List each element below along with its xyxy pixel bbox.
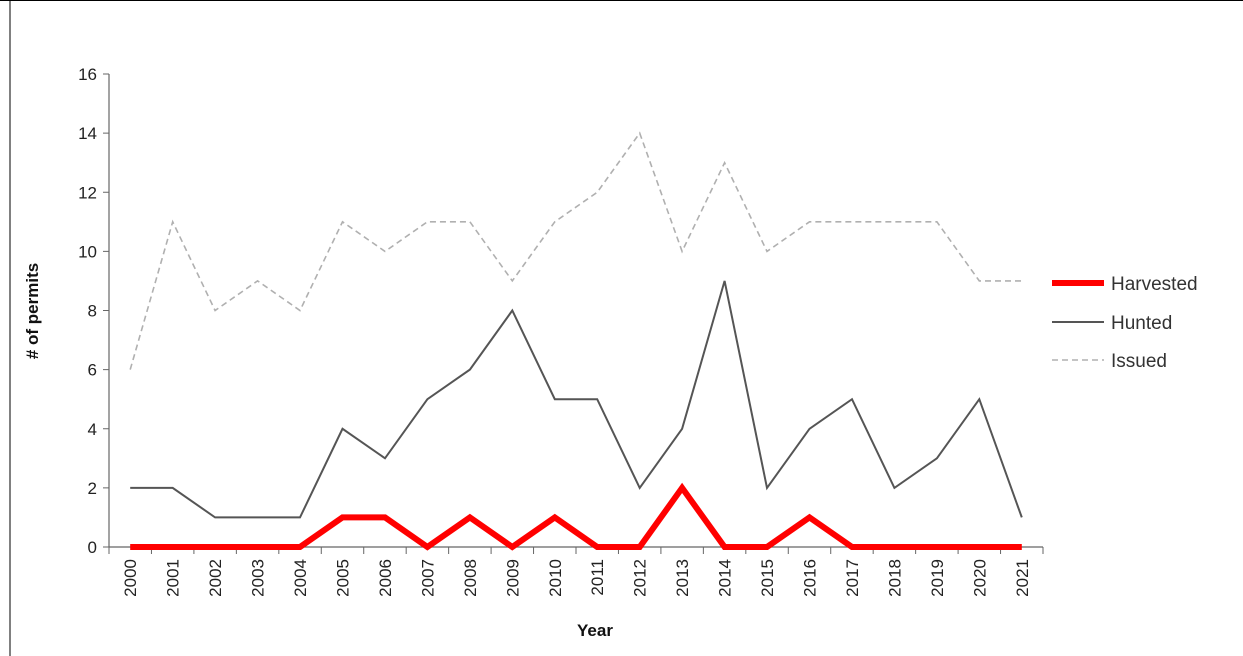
y-tick-label: 6 (88, 361, 97, 380)
x-tick-label: 2018 (885, 559, 904, 597)
x-tick-label: 2015 (758, 559, 777, 597)
series-line-harvested (130, 482, 1022, 551)
legend: Harvested Hunted Issued (1052, 274, 1198, 372)
x-tick-label: 2016 (801, 559, 820, 597)
x-tick-label: 2019 (928, 559, 947, 597)
legend-label-hunted: Hunted (1111, 313, 1172, 334)
x-tick-label: 2004 (291, 559, 310, 597)
legend-label-harvested: Harvested (1111, 274, 1198, 295)
y-tick-label: 2 (88, 479, 97, 498)
series-line-issued (129, 131, 1022, 370)
x-tick-label: 2021 (1013, 559, 1032, 597)
x-tick-label: 2002 (206, 559, 225, 597)
x-tick-label: 2003 (249, 559, 268, 597)
x-tick-label: 2007 (418, 559, 437, 597)
y-tick-label: 10 (78, 242, 97, 261)
x-tick-label: 2013 (673, 559, 692, 597)
x-tick-label: 2010 (546, 559, 565, 597)
y-tick-label: 4 (88, 420, 97, 439)
x-tick-label: 2011 (588, 559, 607, 596)
y-tick-label: 8 (88, 302, 97, 321)
legend-label-issued: Issued (1111, 351, 1167, 372)
y-tick-label: 0 (88, 538, 97, 557)
x-tick-label: 2020 (970, 559, 989, 597)
x-tick-label: 2006 (376, 559, 395, 597)
y-tick-label: 14 (78, 124, 97, 143)
x-tick-label: 2014 (716, 559, 735, 597)
x-axis-title: Year (577, 621, 613, 640)
x-tick-label: 2012 (631, 559, 650, 597)
y-tick-label: 16 (78, 65, 97, 84)
y-tick-label: 12 (78, 183, 97, 202)
x-tick-label: 2005 (334, 559, 353, 597)
x-tick-label: 2017 (843, 559, 862, 597)
series-line-hunted (130, 280, 1023, 519)
y-axis-title: # of permits (23, 263, 42, 359)
x-tick-label: 2009 (503, 559, 522, 597)
axes-group: 0 2 4 6 8 10 12 14 16 2000 2001 2002 2003 2004 2005 200… (78, 65, 1044, 597)
x-tick-label: 2008 (461, 559, 480, 597)
x-tick-label: 2001 (164, 559, 183, 597)
series-group (129, 131, 1023, 551)
x-tick-label: 2000 (121, 559, 140, 597)
